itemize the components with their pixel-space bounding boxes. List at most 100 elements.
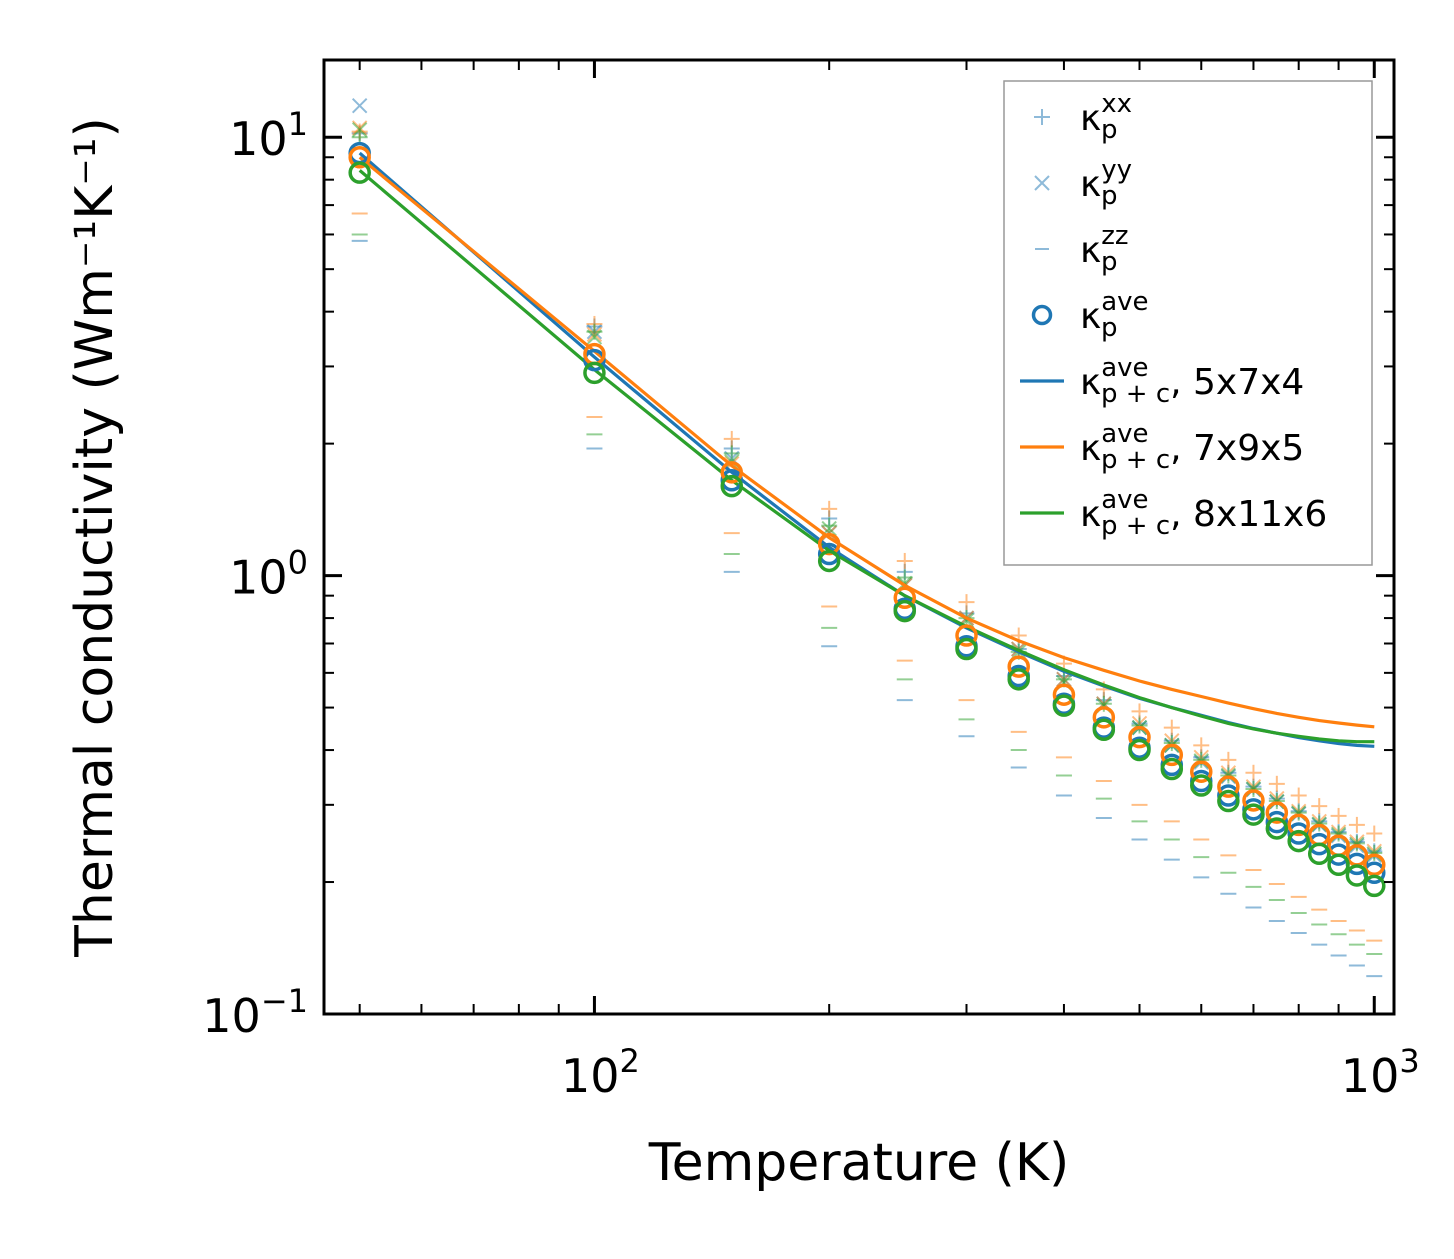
kappa-ave-marker [1265,817,1289,840]
kappa-ave-marker [955,637,978,661]
kappa-xx-marker [1311,798,1328,815]
y-tick-label-base: 10 [229,112,288,166]
kappa-xx-marker [1330,807,1347,824]
kappa-xx-marker [1163,719,1180,736]
kappa-ave-marker [955,624,978,647]
x-tick-label-base: 10 [1341,1049,1400,1103]
kappa-xx-marker [1131,717,1148,734]
legend-label-sub: p + c [1101,379,1170,409]
legend-label-sup: ave [1101,287,1148,317]
legend-label: κave p + c, 7x9x5 [1080,419,1304,475]
y-axis-label: Thermal conductivity (Wm⁻¹K⁻¹) [65,117,125,958]
legend-circle-marker [1031,304,1053,326]
kappa-ave-marker [1287,829,1310,853]
legend-label-sub: p + c [1101,511,1170,541]
kappa-ave-marker [1007,655,1030,678]
kappa-ave-marker [1160,757,1184,781]
kappa-xx-marker [821,500,838,517]
legend-label-sub: p [1101,313,1118,343]
legend-plus-marker [1034,109,1050,125]
legend-label-base: κ [1080,428,1101,469]
kappa-yy-marker-b [351,122,368,138]
legend-label-suffix: , 5x7x4 [1170,362,1304,403]
kappa-yy-marker-b [586,329,603,345]
legend-cross-marker [1034,175,1050,191]
kappa-ave-marker [720,474,744,498]
legend-label-sup: ave [1101,353,1148,383]
x-tick-label-exponent: 2 [620,1042,640,1080]
plot-frame [322,58,1396,1016]
legend-label-sup: yy [1101,155,1132,185]
kappa-ave-marker [893,586,917,610]
kappa-xx-marker [1366,825,1383,842]
kappa-yy-marker [351,97,368,114]
y-tick-label: 101 [229,105,308,166]
y-tick-label-base: 10 [229,551,288,605]
kappa-ave-marker [1242,789,1265,812]
legend-label: κxx p [1080,89,1132,145]
kappa-ave-marker [1092,706,1116,729]
y-tick-label: 10−1 [202,982,308,1043]
legend-label-sup: ave [1101,419,1148,449]
kappa-p-plus-c-curve [358,156,1375,729]
kappa-ave-marker [1363,874,1386,898]
kappa-ave-marker [348,146,371,169]
kappa-ave-marker [1265,801,1289,824]
kappa-ave-marker [817,532,841,556]
kappa-xx-marker [821,517,838,534]
kappa-ave-marker [1327,853,1350,876]
kappa-ave-marker [1092,718,1116,742]
kappa-ave-marker [1242,803,1265,826]
legend-label-sub: p [1101,247,1118,277]
kappa-ave-marker [1345,864,1369,887]
legend-label-sub: p + c [1101,445,1170,475]
legend-label-base: κ [1080,296,1101,337]
kappa-ave-marker [1265,810,1289,834]
legend-label-sup: ave [1101,485,1148,515]
kappa-yy-marker [351,120,368,136]
kappa-xx-marker [1290,787,1307,804]
legend-label-sup: zz [1101,221,1128,251]
legend-label-base: κ [1080,230,1101,271]
legend-label: κave p + c, 8x11x6 [1080,485,1327,541]
legend-label-sub: p [1101,181,1118,211]
kappa-ave-marker [1052,694,1076,717]
y-tick-label: 100 [229,544,308,605]
kappa-xx-marker [1268,775,1285,792]
x-axis-label: Temperature (K) [648,1133,1070,1193]
plot-area [348,97,1386,978]
kappa-xx-marker [1193,737,1210,754]
legend-cross-b [1034,175,1050,191]
kappa-ave-marker [1190,760,1213,783]
kappa-ave-marker [1287,813,1310,837]
x-tick-label-exponent: 3 [1399,1042,1419,1080]
kappa-xx-marker [723,445,740,462]
kappa-ave-marker [583,361,606,385]
legend-label-base: κ [1080,164,1101,205]
x-tick-label: 102 [561,1042,640,1103]
kappa-ave-marker [1217,775,1240,798]
kappa-ave-marker [817,549,841,573]
y-tick-label-exponent: 1 [288,105,308,143]
legend-label: κzz p [1080,221,1129,277]
kappa-ave-marker [1052,683,1076,706]
kappa-xx-marker [896,552,913,569]
legend-label: κave p [1080,287,1149,343]
kappa-ave-marker [720,461,744,484]
kappa-ave-marker [348,161,371,184]
y-tick-label-exponent: −1 [261,982,308,1020]
kappa-ave-marker [817,542,841,566]
kappa-xx-marker [1163,735,1180,752]
kappa-yy-marker-b [351,97,368,114]
legend-label-base: κ [1080,362,1101,403]
kappa-xx-marker [1220,751,1237,768]
kappa-ave-marker [1128,738,1151,762]
kappa-p-plus-c-curve [358,169,1375,744]
kappa-ave-marker [1363,853,1386,876]
kappa-xx-marker [723,430,740,447]
legend-label-sup: xx [1101,89,1132,119]
kappa-ave-marker [1007,668,1030,691]
kappa-ave-marker [1128,725,1151,749]
